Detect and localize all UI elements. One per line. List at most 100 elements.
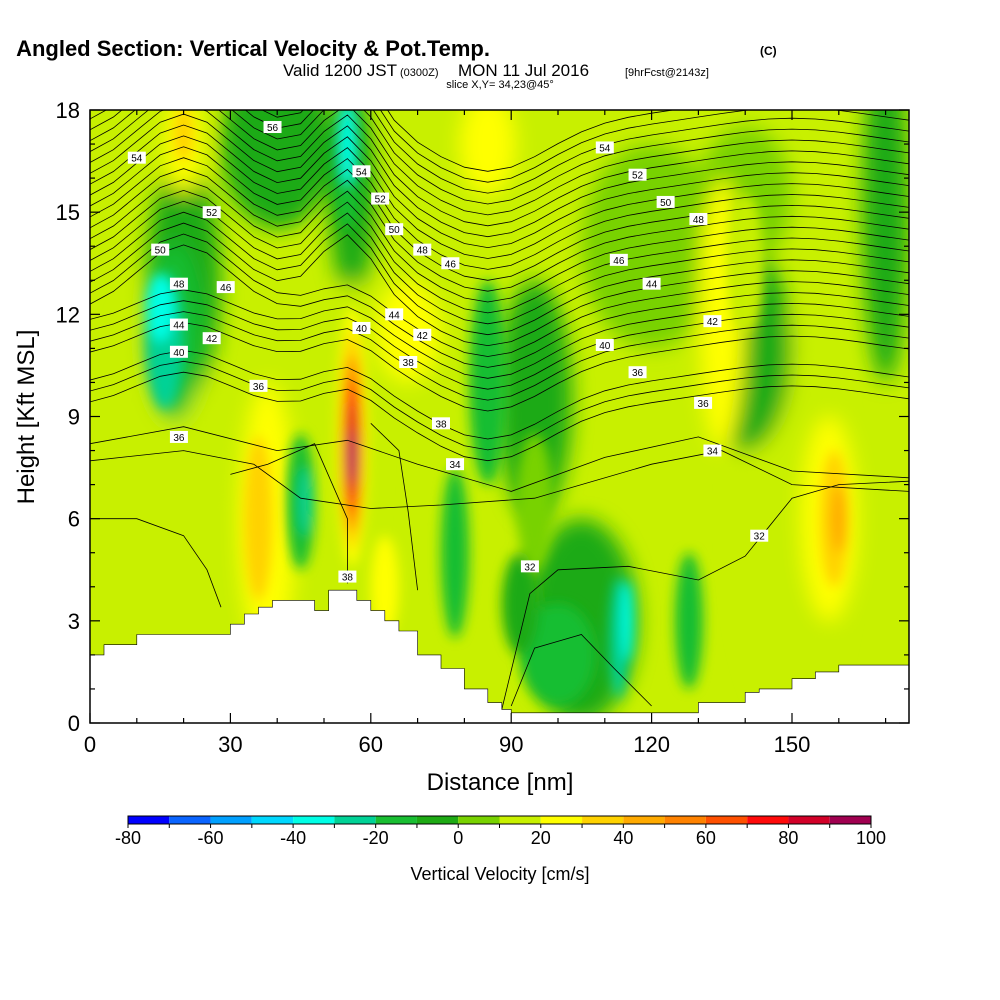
contour-label-text: 50 [389,225,401,236]
contour-label: 48 [413,243,432,257]
velocity-region [221,110,334,230]
isotherm-line [90,233,909,357]
contour-label: 44 [642,277,661,291]
contour-label: 38 [399,356,418,369]
isotherm-line [370,423,418,591]
colorbar-tick-label: 60 [696,828,716,848]
chart-title: Angled Section: Vertical Velocity & Pot.… [16,36,490,61]
contour-label: 50 [656,195,675,209]
isotherm-line [90,110,909,227]
colorbar-swatch [623,816,665,824]
contour-label: 38 [432,417,450,430]
contour-label-text: 42 [707,317,719,328]
contour-label: 36 [249,379,268,393]
colorbar-tick-label: 80 [778,828,798,848]
contour-label: 36 [169,430,188,444]
colorbar-swatch [499,816,541,824]
contour-label-box [216,281,235,294]
velocity-region [622,579,634,662]
contour-label-box [609,253,628,266]
contour-label: 36 [628,366,647,379]
contour-label: 46 [216,281,235,294]
contour-label-box [399,356,418,369]
contour-label: 52 [202,206,221,219]
valid-time-utc: (0300Z) [400,67,439,79]
y-tick-label: 6 [68,507,80,532]
contour-label-text: 44 [389,310,401,321]
isotherm-line [387,110,676,172]
contour-label: 50 [385,223,404,236]
valid-time-prefix: Valid 1200 JST [283,61,397,80]
contour-label-box [642,277,661,290]
contour-label: 34 [703,444,722,458]
contour-label-text: 54 [131,154,143,165]
y-tick-label: 3 [68,609,80,634]
x-axis-label: Distance [nm] [427,769,574,796]
isotherm-line [90,518,222,608]
contour-label: 52 [371,192,390,206]
isotherm-line [90,135,909,259]
contour-label-box [202,332,221,345]
colorbar-swatch [788,816,830,824]
isotherm-line [510,634,652,707]
isotherm-line [90,189,909,314]
contour-label-text: 56 [267,123,279,134]
colorbar: -80 -60 -40 -20 0 20 40 60 80 100 [115,815,886,848]
colorbar-title: Vertical Velocity [cm/s] [410,864,589,884]
contour-label-box [628,366,647,379]
velocity-region [441,467,470,638]
velocity-region [520,603,596,706]
colorbar-swatch [582,816,624,824]
isotherm-line [501,480,909,710]
contour-label-box [169,430,188,443]
contour-label-box [385,308,404,321]
isotherm-line [230,443,348,584]
x-tick-label: 30 [218,732,242,757]
contour-label-box [432,417,450,430]
contour-label: 32 [750,529,769,543]
contour-label-text: 44 [646,280,658,291]
velocity-region [469,280,507,485]
contour-label-box [127,151,146,164]
isotherm-line [90,179,909,303]
colorbar-swatch [375,816,417,824]
contour-label-text: 54 [599,143,611,154]
contour-label: 32 [520,560,539,573]
contour-label-text: 44 [173,321,185,332]
isotherm-line [90,300,909,390]
isotherm-line [90,244,909,368]
contour-label-text: 52 [632,171,644,182]
contour-label-text: 48 [417,246,429,257]
plot-area: 56 54 54 54 52 52 52 50 50 50 48 48 48 46 46 46 44 44 44 42… [90,110,909,723]
isotherm-line [90,349,909,440]
isotherm-line [90,322,909,412]
x-tick-label: 150 [774,732,811,757]
contour-label-box [338,570,357,583]
colorbar-swatch [416,816,459,824]
contour-label-text: 38 [403,358,415,369]
slice-info: slice X,Y= 34,23@45° [446,79,554,91]
y-tick-label: 15 [56,200,80,225]
contour-label-box [169,345,188,358]
contour-label-text: 34 [707,447,719,458]
contour-label-box [750,529,769,542]
contour-label: 46 [441,257,460,270]
colorbar-swatch [458,816,500,824]
contour-label-box [520,560,539,573]
contour-label: 54 [352,165,371,178]
isotherm-line [90,371,909,462]
y-tick-label: 18 [56,98,80,123]
contour-label-text: 40 [356,324,368,335]
contour-label-text: 40 [173,348,185,359]
y-tick-label: 9 [68,405,80,430]
colorbar-swatch [210,816,252,824]
y-tick-label: 12 [56,302,80,327]
colorbar-tick-label: 100 [856,828,886,848]
colorbar-swatch [334,816,376,824]
colorbar-swatch [169,816,211,824]
terrain-mask [90,589,909,723]
x-tick-label: 120 [633,732,670,757]
contour-label-text: 32 [754,532,766,543]
isotherm-line [90,110,909,205]
